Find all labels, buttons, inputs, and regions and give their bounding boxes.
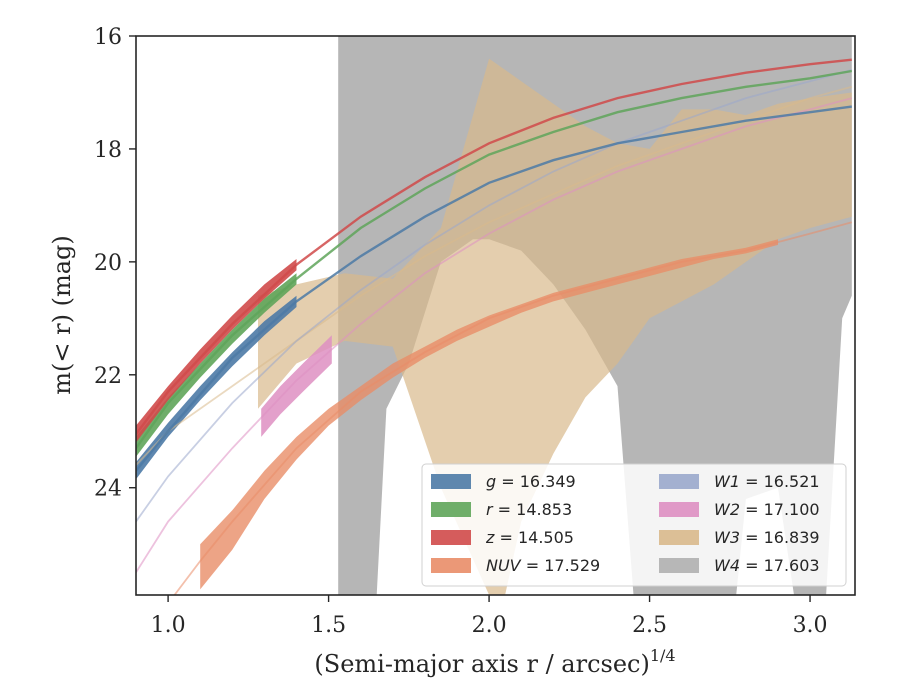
legend-band-name: W4 [714,556,740,575]
y-tick-label: 18 [94,138,122,163]
legend-total-mag: 14.853 [516,500,572,519]
legend-band-name: W1 [714,472,740,491]
curve-g [136,105,852,472]
curve-w1 [136,69,853,523]
legend-band-name: z [485,528,495,547]
legend-swatch-g [431,474,471,489]
legend-swatch-w3 [659,530,699,545]
x-tick-label: 3.0 [793,613,828,638]
legend-swatch-nuv [431,558,471,573]
legend-label-w3: W3 = 16.839 [714,528,820,547]
y-tick-label: 22 [94,364,122,389]
curve-r [136,69,853,449]
legend-swatch-r [431,502,471,517]
curve-z [136,58,852,435]
legend-label-nuv: NUV = 17.529 [486,556,600,575]
x-axis-title: (Semi-major axis r / arcsec)1/4 [314,646,675,678]
x-tick-label: 2.0 [472,613,507,638]
y-axis-title: m(< r) (mag) [48,235,76,394]
legend-swatch-z [431,530,471,545]
legend-label-w2: W2 = 17.100 [714,500,820,519]
curve-nuv [173,221,853,595]
legend-total-mag: 16.349 [520,472,576,491]
band-r-0 [136,273,297,457]
plot-area [136,36,853,595]
legend-equals: = [740,556,764,575]
y-tick-label: 16 [94,25,122,50]
legend-swatch-w4 [659,558,699,573]
band-w2-0 [261,335,332,437]
legend-band-name: W2 [714,500,740,519]
legend-equals: = [493,500,517,519]
plot-frame [135,35,856,596]
legend-total-mag: 16.521 [764,472,820,491]
legend: g = 16.349 r = 14.853 z = 14.505 NUV = 17.5… [421,463,847,587]
legend-band-name: r [486,500,494,519]
band-w3-0 [258,58,852,595]
x-axis-title-superscript: 1/4 [650,646,676,665]
legend-swatch-w2 [659,502,699,517]
x-tick-label: 1.0 [151,613,186,638]
legend-total-mag: 16.839 [764,528,820,547]
x-axis-title-text: (Semi-major axis r / arcsec) [314,650,649,678]
band-g-0 [136,295,297,480]
legend-label-r: r = 14.853 [486,500,572,519]
legend-total-mag: 17.603 [764,556,820,575]
legend-swatch-w1 [659,474,699,489]
legend-label-w4: W4 = 17.603 [714,556,820,575]
y-tick-label: 20 [94,251,122,276]
x-tick-label: 2.5 [632,613,667,638]
legend-equals: = [521,556,545,575]
y-tick-label: 24 [94,477,122,502]
legend-label-g: g = 16.349 [486,472,576,491]
legend-equals: = [740,500,764,519]
legend-equals: = [740,472,764,491]
legend-equals: = [494,528,518,547]
y-axis: 16 18 20 22 24 [94,25,136,502]
band-z-0 [136,259,297,443]
legend-total-mag: 14.505 [518,528,574,547]
curve-w2 [136,97,853,573]
legend-equals: = [740,528,764,547]
legend-box [421,463,847,587]
x-axis: 1.0 1.5 2.0 2.5 3.0 [151,595,828,638]
legend-band-name: g [486,472,496,491]
legend-label-w1: W1 = 16.521 [714,472,820,491]
legend-total-mag: 17.529 [544,556,600,575]
legend-band-name: NUV [486,556,522,575]
legend-total-mag: 17.100 [764,500,820,519]
legend-equals: = [496,472,520,491]
legend-label-z: z = 14.505 [485,528,574,547]
legend-band-name: W3 [714,528,740,547]
x-tick-label: 1.5 [311,613,346,638]
